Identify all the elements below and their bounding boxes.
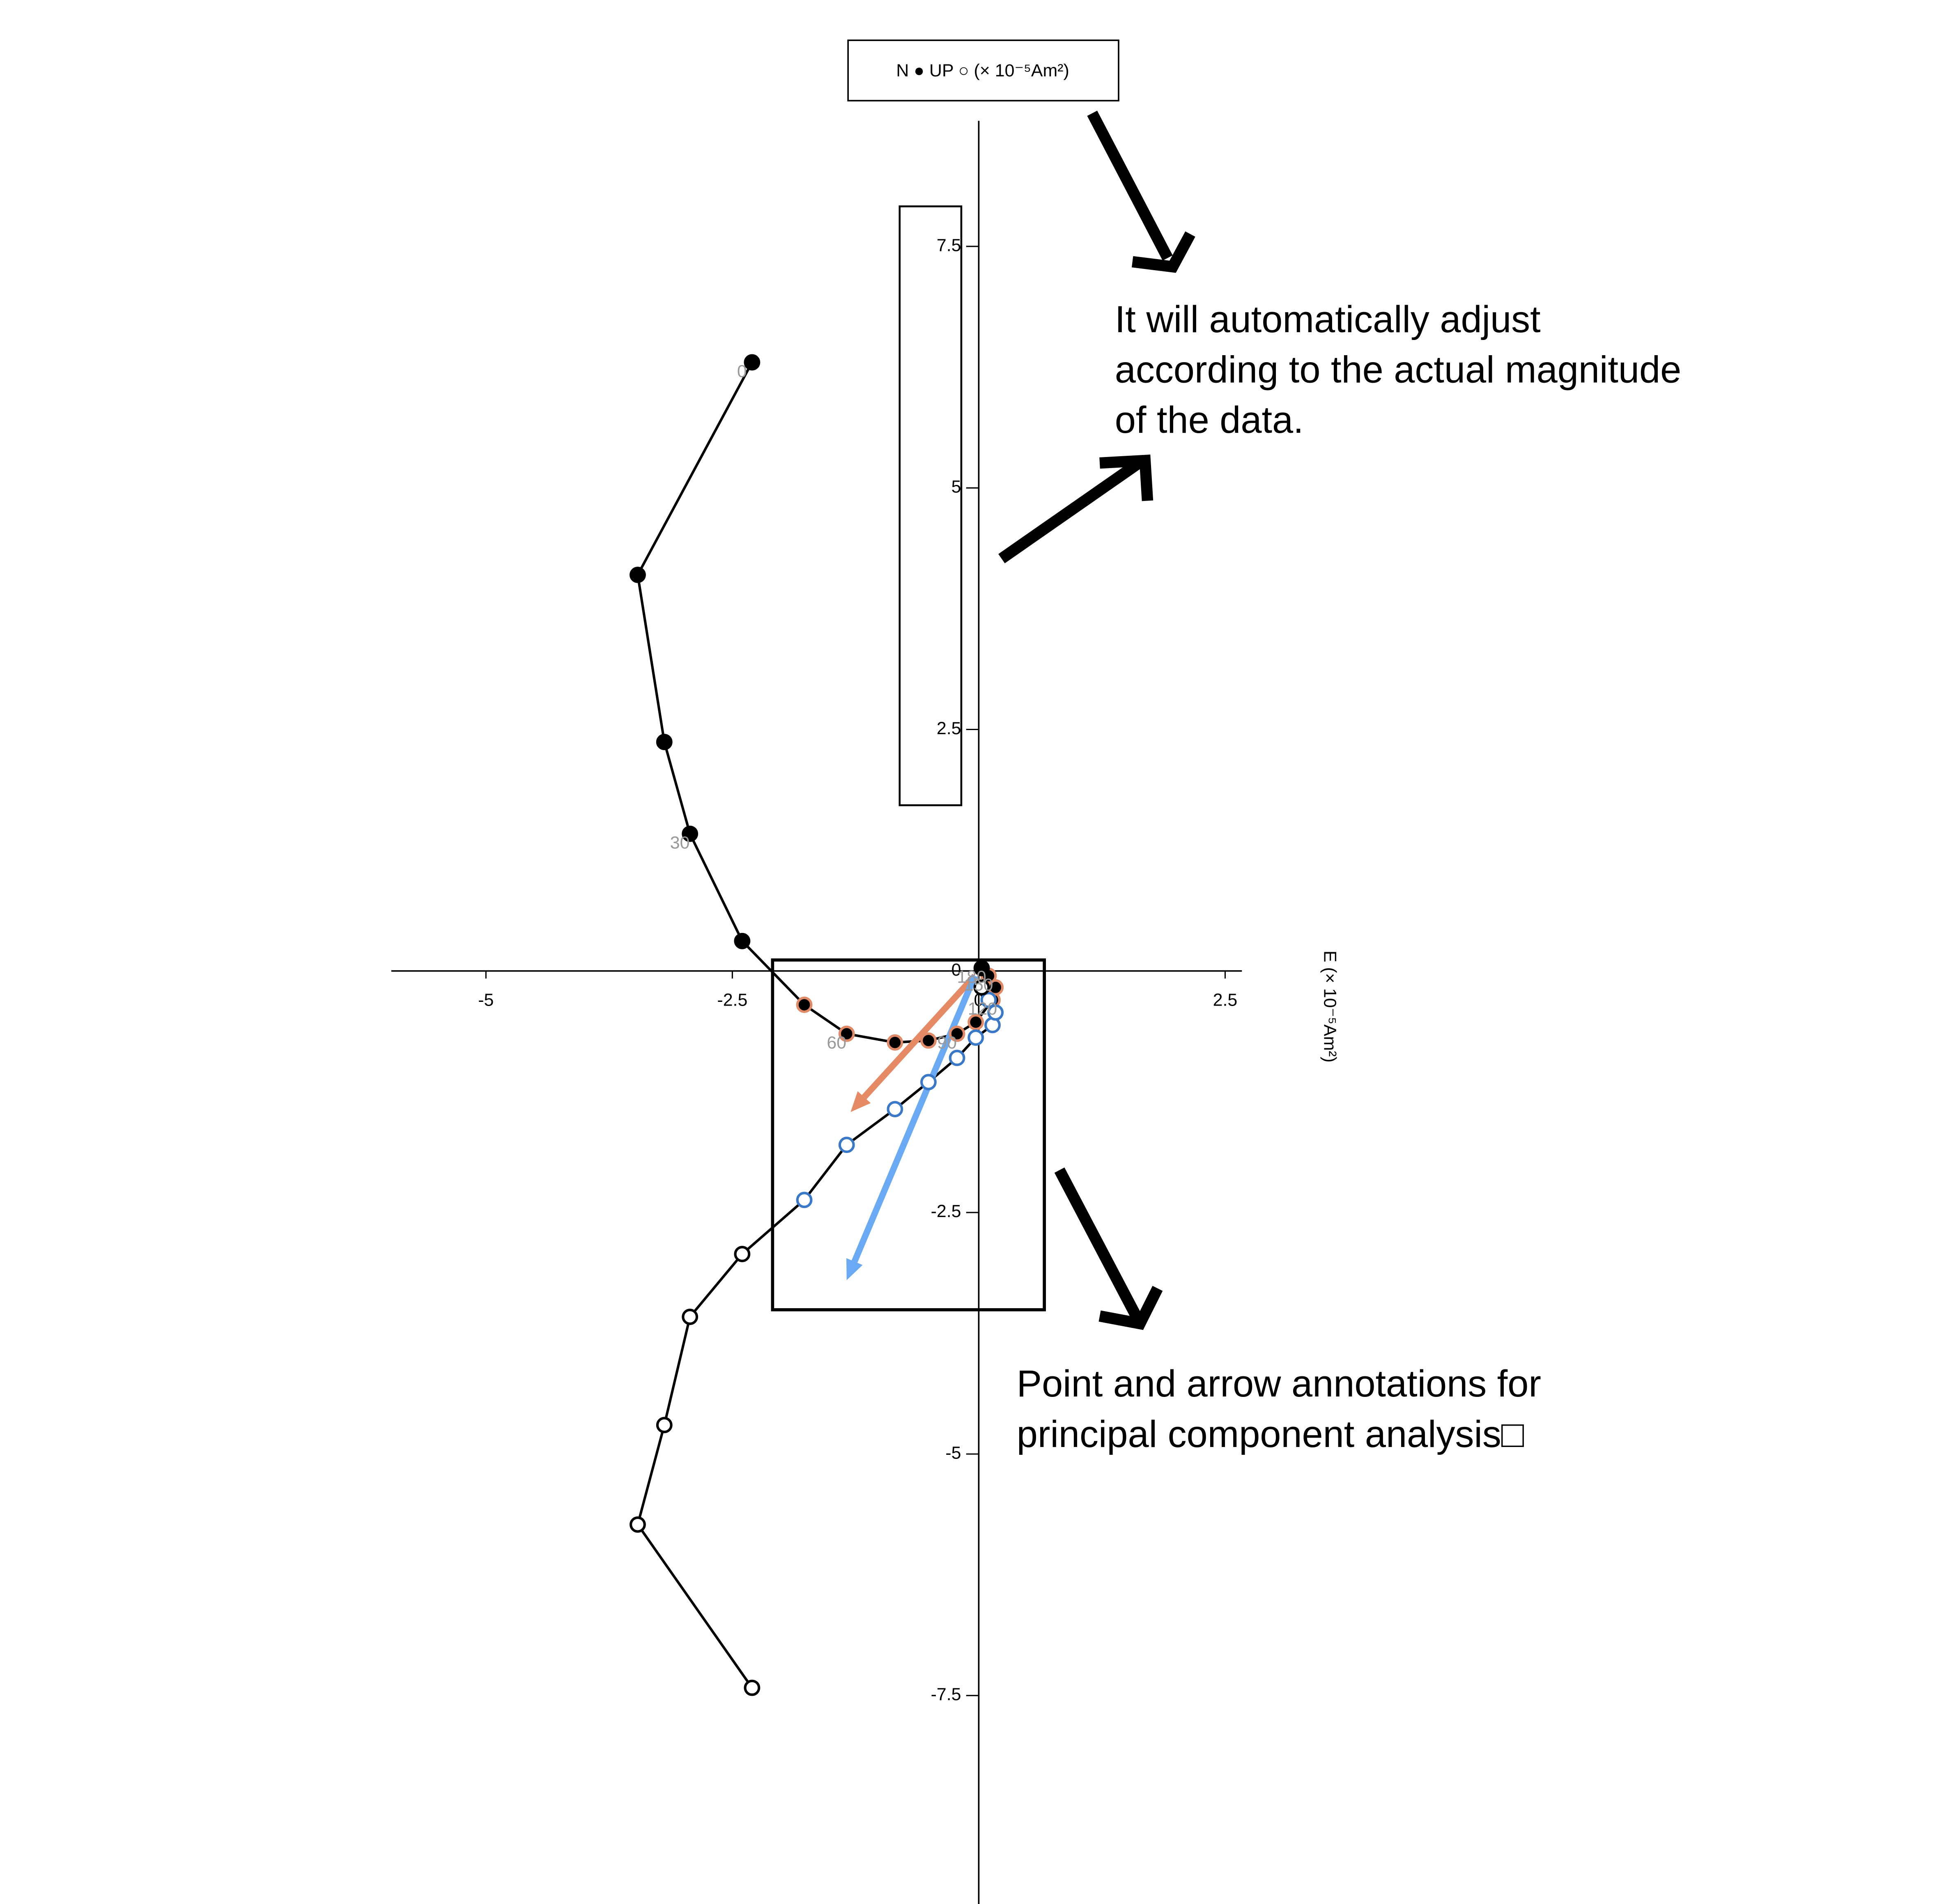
note: It will automatically adjust xyxy=(1115,299,1541,340)
step-label: 180 xyxy=(957,967,986,987)
point xyxy=(656,1417,673,1433)
step-label: 90 xyxy=(937,1033,957,1052)
point xyxy=(744,354,761,371)
pca-arrow xyxy=(862,974,977,1100)
point xyxy=(987,1004,1004,1021)
point xyxy=(796,997,813,1013)
x-tick-label: -2.5 xyxy=(717,990,747,1010)
y-tick-label: 0 xyxy=(951,960,961,980)
point xyxy=(630,1516,646,1533)
note: Point and arrow annotations for xyxy=(1017,1363,1541,1405)
point xyxy=(734,932,751,949)
note: of the data. xyxy=(1115,399,1304,441)
y-tick-label: 2.5 xyxy=(937,719,961,738)
point xyxy=(656,734,673,751)
series-line xyxy=(636,361,997,1044)
note: principal component analysis□ xyxy=(1017,1413,1524,1455)
step-label: 60 xyxy=(827,1033,846,1052)
callout-arrow xyxy=(1087,110,1195,273)
callout-arrows xyxy=(998,110,1195,1330)
y-tick-label: -7.5 xyxy=(931,1685,961,1704)
pca-arrow-head xyxy=(850,1091,871,1112)
point xyxy=(973,960,990,976)
point xyxy=(838,1137,855,1153)
legend-box xyxy=(847,39,1119,102)
point xyxy=(920,1032,937,1049)
point xyxy=(967,1029,984,1046)
legend: N ● UP ○ (× 10⁻⁵Am²) xyxy=(896,61,1069,80)
point xyxy=(887,1034,903,1051)
step-label: 30 xyxy=(670,833,690,852)
point xyxy=(967,1014,984,1031)
point xyxy=(682,1309,699,1325)
point xyxy=(744,1679,761,1696)
x-tick-label: -5 xyxy=(478,990,494,1010)
point xyxy=(796,1192,813,1208)
y-tick-label: -2.5 xyxy=(931,1201,961,1221)
point xyxy=(973,979,990,996)
point xyxy=(980,992,997,1008)
point xyxy=(887,1101,903,1118)
highlight-box xyxy=(898,205,963,806)
series-line xyxy=(636,987,997,1689)
highlight-box xyxy=(771,958,1046,1311)
point xyxy=(630,567,646,583)
pca-arrow-head xyxy=(846,1258,863,1280)
point xyxy=(920,1074,937,1091)
point xyxy=(734,1246,751,1263)
callout-arrow xyxy=(998,454,1154,563)
point xyxy=(949,1050,965,1066)
y-tick-label: -5 xyxy=(945,1443,961,1463)
point xyxy=(838,1025,855,1042)
axis-label: E (× 10⁻⁵Am²) xyxy=(1320,951,1340,1063)
point xyxy=(949,1025,965,1042)
step-label: 120 xyxy=(968,999,997,1019)
callout-arrow xyxy=(1054,1167,1163,1330)
pca-arrow xyxy=(851,974,978,1263)
point xyxy=(682,825,699,842)
y-tick-label: 7.5 xyxy=(937,235,961,255)
y-tick-label: 5 xyxy=(951,477,961,497)
x-tick-label: 2.5 xyxy=(1213,990,1238,1010)
step-label: 150 xyxy=(964,975,993,994)
step-label: 0 xyxy=(737,361,747,381)
note: according to the actual magnitude xyxy=(1115,349,1682,391)
